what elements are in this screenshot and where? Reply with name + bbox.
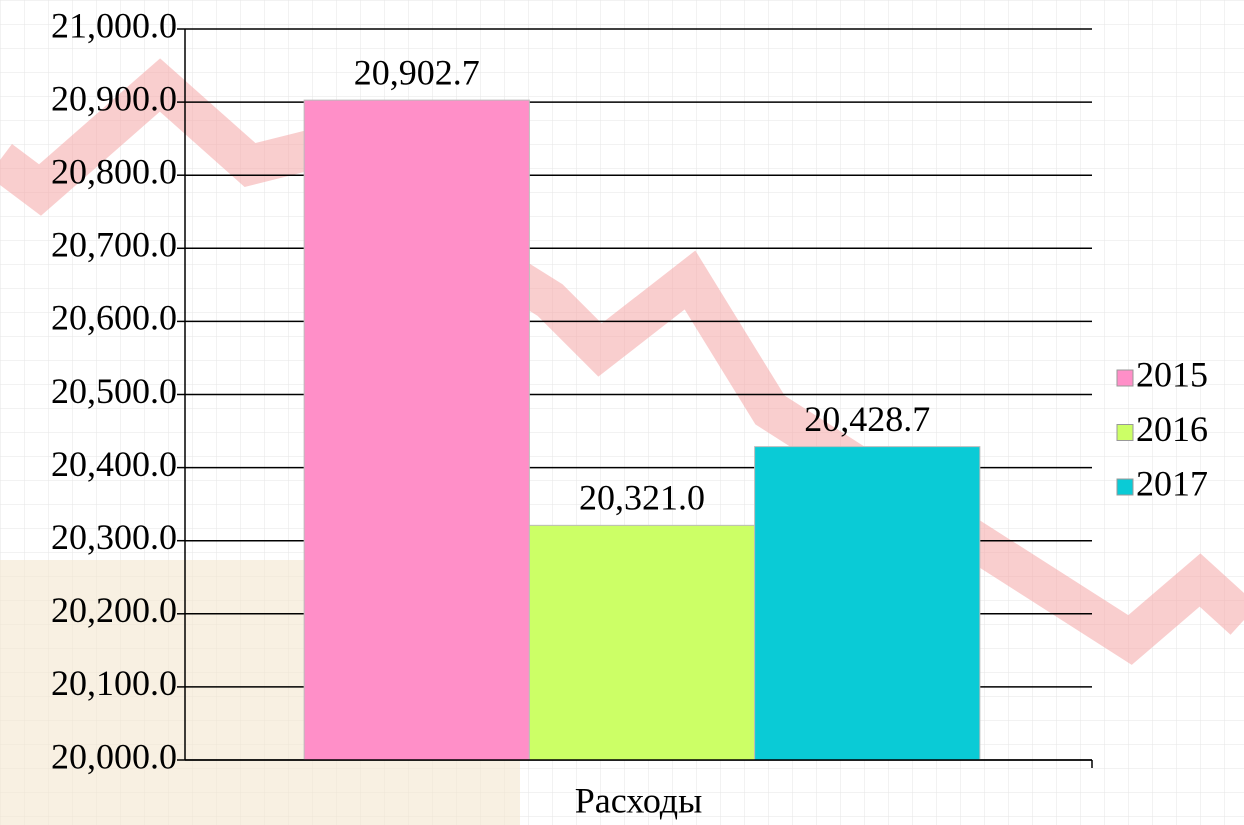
legend-swatch bbox=[1116, 424, 1134, 441]
y-tick-label: 20,500.0 bbox=[51, 371, 177, 411]
y-tick-label: 20,400.0 bbox=[51, 444, 177, 484]
legend-swatch bbox=[1116, 369, 1134, 387]
y-tick-label: 20,300.0 bbox=[51, 517, 177, 557]
legend-label: 2015 bbox=[1136, 354, 1208, 394]
bar bbox=[528, 524, 756, 761]
y-tick-label: 20,800.0 bbox=[51, 151, 177, 191]
y-tick-label: 20,100.0 bbox=[51, 663, 177, 703]
legend-label: 2016 bbox=[1136, 409, 1208, 449]
x-tick-label: Расходы bbox=[575, 780, 703, 820]
data-label: 20,902.7 bbox=[354, 52, 480, 92]
y-tick-label: 20,700.0 bbox=[51, 225, 177, 265]
bar bbox=[754, 446, 981, 761]
y-tick-label: 21,000.0 bbox=[51, 5, 177, 45]
y-tick-label: 20,000.0 bbox=[51, 736, 177, 776]
data-label: 20,428.7 bbox=[804, 399, 930, 439]
y-tick-label: 20,600.0 bbox=[51, 298, 177, 338]
data-label: 20,321.0 bbox=[579, 478, 705, 518]
background-trend bbox=[0, 58, 1244, 665]
legend-swatch bbox=[1116, 478, 1134, 496]
legend-label: 2017 bbox=[1136, 463, 1208, 503]
bar bbox=[303, 99, 530, 761]
y-tick-label: 20,200.0 bbox=[51, 590, 177, 630]
y-tick-label: 20,900.0 bbox=[51, 78, 177, 118]
